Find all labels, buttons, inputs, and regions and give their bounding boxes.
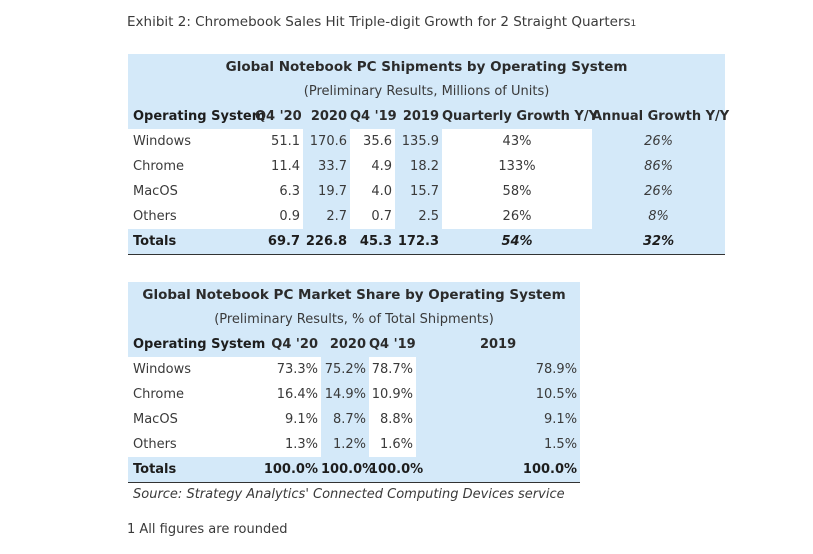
table-row: MacOS 6.3 19.7 4.0 15.7 58% 26% (128, 179, 726, 204)
cell-value: 4.0 (350, 179, 395, 204)
row-label: Chrome (128, 154, 255, 179)
cell-value: 9.1% (255, 407, 321, 432)
total-value: 172.3 (395, 229, 442, 255)
cell-value: 58% (442, 179, 592, 204)
cell-value: 26% (592, 179, 726, 204)
total-value: 100.0% (255, 457, 321, 483)
header-2019: 2019 (395, 104, 442, 129)
table-row: Others 0.9 2.7 0.7 2.5 26% 8% (128, 204, 726, 229)
cell-value: 4.9 (350, 154, 395, 179)
header-2019: 2019 (416, 332, 581, 357)
header-operating-system: Operating System (128, 332, 265, 357)
cell-value: 1.5% (416, 432, 581, 457)
cell-value: 26% (442, 204, 592, 229)
header-annual-growth: Annual Growth Y/Y (592, 104, 729, 129)
header-operating-system: Operating System (128, 104, 265, 129)
cell-value: 8% (592, 204, 726, 229)
row-label: Others (128, 204, 255, 229)
total-value: 226.8 (303, 229, 350, 255)
exhibit-title: Exhibit 2: Chromebook Sales Hit Triple-d… (127, 14, 637, 30)
cell-value: 11.4 (255, 154, 303, 179)
footnote: 1 All figures are rounded (127, 522, 288, 537)
cell-value: 16.4% (255, 382, 321, 407)
cell-value: 19.7 (303, 179, 350, 204)
cell-value: 18.2 (395, 154, 442, 179)
cell-value: 6.3 (255, 179, 303, 204)
cell-value: 1.6% (369, 432, 416, 457)
cell-value: 43% (442, 129, 592, 154)
cell-value: 51.1 (255, 129, 303, 154)
cell-value: 33.7 (303, 154, 350, 179)
table-row: MacOS 9.1% 8.7% 8.8% 9.1% (128, 407, 581, 432)
row-label: Others (128, 432, 255, 457)
cell-value: 86% (592, 154, 726, 179)
totals-row: Totals 69.7 226.8 45.3 172.3 54% 32% (128, 229, 726, 255)
header-quarterly-growth: Quarterly Growth Y/Y (442, 104, 598, 129)
shipments-table: Global Notebook PC Shipments by Operatin… (128, 54, 729, 255)
table-row: Others 1.3% 1.2% 1.6% 1.5% (128, 432, 581, 457)
cell-value: 170.6 (303, 129, 350, 154)
row-label: Windows (128, 129, 255, 154)
totals-label: Totals (128, 457, 255, 483)
cell-value: 9.1% (416, 407, 581, 432)
table-row: Chrome 11.4 33.7 4.9 18.2 133% 86% (128, 154, 726, 179)
total-value: 100.0% (369, 457, 423, 483)
table-row: Windows 51.1 170.6 35.6 135.9 43% 26% (128, 129, 726, 154)
footnote-mark: 1 (630, 19, 637, 29)
shipments-table-subtitle: (Preliminary Results, Millions of Units) (128, 79, 726, 104)
header-q4-19: Q4 '19 (350, 104, 397, 129)
table-row: Chrome 16.4% 14.9% 10.9% 10.5% (128, 382, 581, 407)
cell-value: 8.7% (321, 407, 369, 432)
total-value: 100.0% (321, 457, 375, 483)
total-value: 54% (442, 229, 592, 255)
cell-value: 133% (442, 154, 592, 179)
cell-value: 1.2% (321, 432, 369, 457)
header-2020: 2020 (303, 104, 350, 129)
source-note: Source: Strategy Analytics' Connected Co… (133, 487, 565, 502)
header-q4-20: Q4 '20 (255, 332, 321, 357)
cell-value: 26% (592, 129, 726, 154)
cell-value: 2.7 (303, 204, 350, 229)
shipments-table-title: Global Notebook PC Shipments by Operatin… (128, 54, 726, 79)
cell-value: 78.9% (416, 357, 581, 382)
total-value: 32% (592, 229, 726, 255)
row-label: Windows (128, 357, 255, 382)
market-share-table-subtitle: (Preliminary Results, % of Total Shipmen… (128, 307, 581, 332)
cell-value: 75.2% (321, 357, 369, 382)
cell-value: 10.5% (416, 382, 581, 407)
header-q4-19: Q4 '19 (369, 332, 416, 357)
cell-value: 2.5 (395, 204, 442, 229)
row-label: Chrome (128, 382, 255, 407)
header-q4-20: Q4 '20 (255, 104, 303, 129)
cell-value: 135.9 (395, 129, 442, 154)
cell-value: 8.8% (369, 407, 416, 432)
total-value: 69.7 (255, 229, 303, 255)
cell-value: 35.6 (350, 129, 395, 154)
cell-value: 73.3% (255, 357, 321, 382)
totals-label: Totals (128, 229, 255, 255)
table-row: Windows 73.3% 75.2% 78.7% 78.9% (128, 357, 581, 382)
cell-value: 0.9 (255, 204, 303, 229)
row-label: MacOS (128, 407, 255, 432)
cell-value: 78.7% (369, 357, 416, 382)
totals-row: Totals 100.0% 100.0% 100.0% 100.0% (128, 457, 581, 483)
row-label: MacOS (128, 179, 255, 204)
cell-value: 1.3% (255, 432, 321, 457)
market-share-table-title: Global Notebook PC Market Share by Opera… (128, 282, 581, 307)
cell-value: 14.9% (321, 382, 369, 407)
market-share-table: Global Notebook PC Market Share by Opera… (128, 282, 581, 483)
cell-value: 0.7 (350, 204, 395, 229)
total-value: 45.3 (350, 229, 395, 255)
cell-value: 15.7 (395, 179, 442, 204)
total-value: 100.0% (416, 457, 581, 483)
header-2020: 2020 (321, 332, 369, 357)
cell-value: 10.9% (369, 382, 416, 407)
